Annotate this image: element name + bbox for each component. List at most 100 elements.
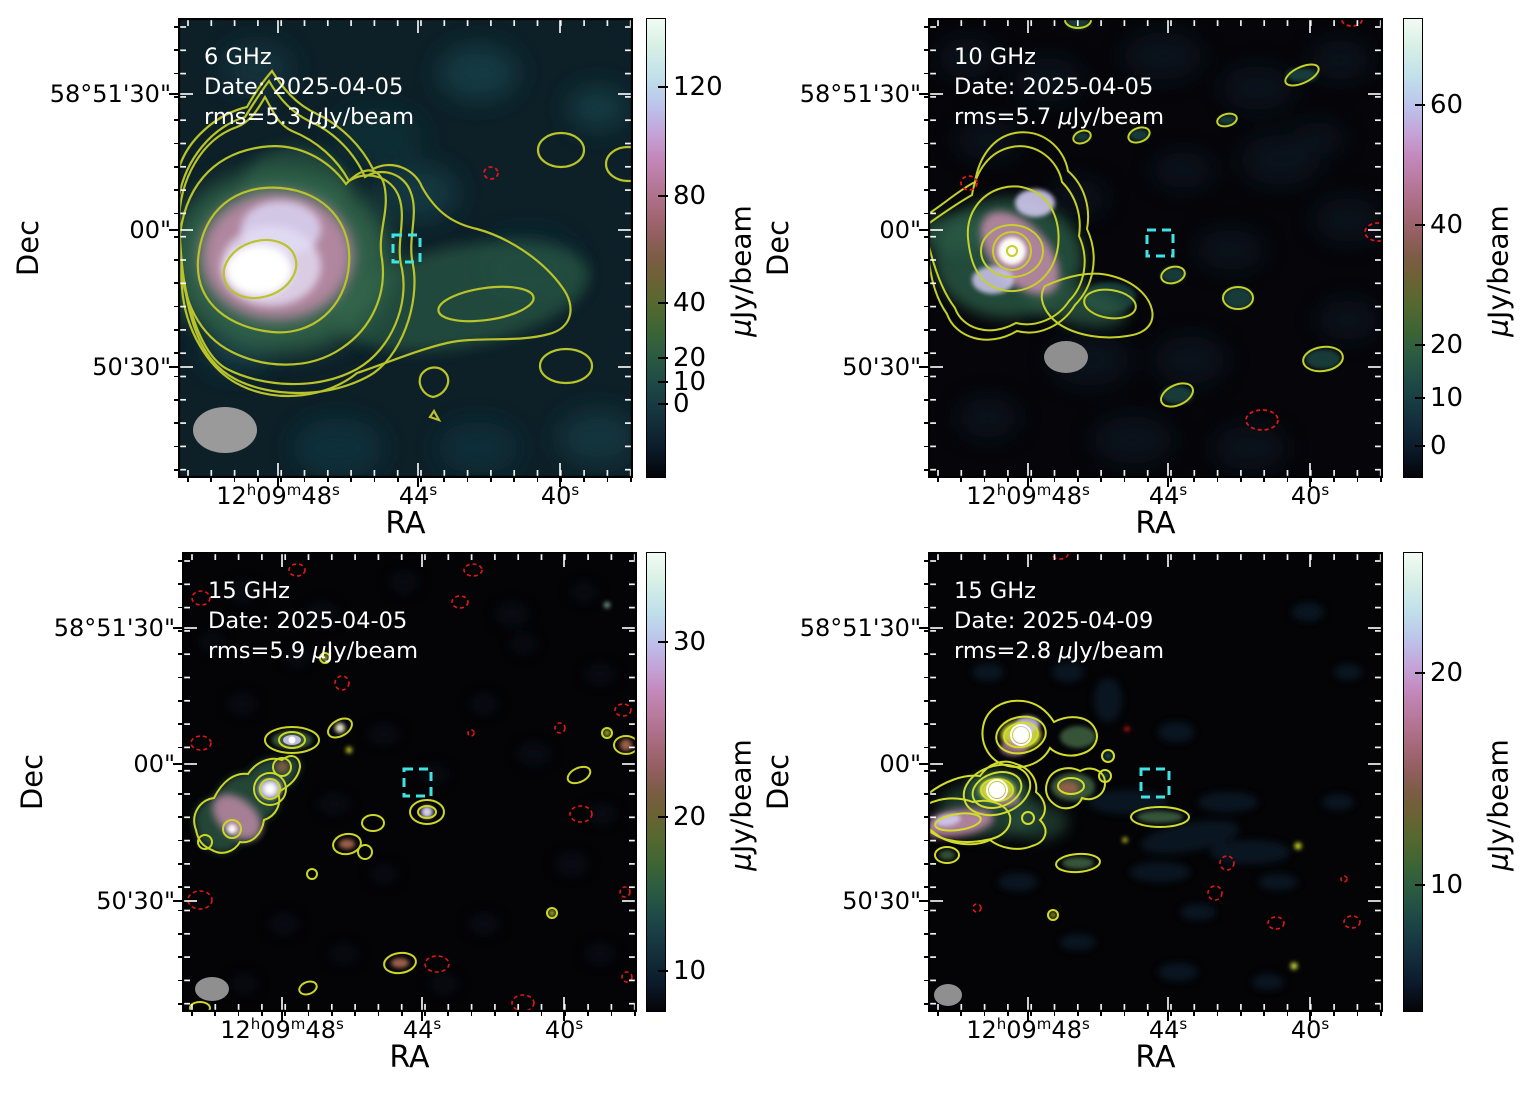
dec-tick-label: 00" (879, 750, 921, 778)
date-label: Date: 2025-04-05 (208, 608, 408, 634)
colorbar-gradient (646, 18, 666, 478)
outer-y-ticks (166, 18, 178, 478)
colorbar-tick-label: 20 (673, 801, 707, 832)
radio-map-15ghz-0405 (182, 552, 637, 1012)
colorbar-tick-label: 20 (673, 342, 707, 373)
dec-axis-label: Dec (11, 219, 45, 277)
freq-label: 15 GHz (954, 578, 1036, 604)
panel-annotation: 10 GHz Date: 2025-04-05 rms=5.7 μJy/beam (954, 42, 1164, 132)
outer-y-ticks (170, 552, 182, 1012)
rms-label: rms=5.9 μJy/beam (208, 638, 418, 664)
colorbar-tick-label: 20 (1430, 329, 1464, 360)
panel-15ghz-0405: 15 GHz Date: 2025-04-05 rms=5.9 μJy/beam… (15, 552, 637, 1075)
dec-tick-label: 50'30" (92, 353, 171, 381)
target-marker (1145, 228, 1175, 258)
dec-tick-labels: 58°51'30" 00" 50'30" (751, 552, 921, 1012)
positive-contours (189, 652, 637, 1012)
target-marker (1139, 767, 1171, 799)
beam-ellipse (1044, 341, 1088, 373)
colorbar-tick-label: 10 (1430, 870, 1464, 901)
axis-ticks (180, 20, 632, 476)
ra-axis-label: RA (1135, 1040, 1176, 1075)
ra-tick-label: 44s (1148, 1015, 1188, 1044)
axis-ticks (184, 554, 636, 1010)
colorbar-tick (1415, 224, 1425, 226)
date-label: Date: 2025-04-05 (204, 74, 404, 100)
outer-x-ticks (928, 478, 1383, 490)
dec-tick-labels: 58°51'30" 00" 50'30" (5, 552, 175, 1012)
positive-contours (928, 699, 1190, 921)
ra-tick-label: 12h09m48s (966, 481, 1090, 510)
colorbar-gradient (646, 552, 666, 1012)
colorbar-gradient (1403, 552, 1423, 1012)
rms-label: rms=2.8 μJy/beam (954, 638, 1164, 664)
ra-tick-labels: 12h09m48s 44s 40s (178, 481, 633, 521)
colorbar-tick-label: 120 (673, 72, 723, 102)
colorbar-tick (658, 356, 668, 359)
ra-axis-label: RA (389, 1040, 430, 1075)
negative-contours (187, 563, 633, 1012)
ra-tick-label: 44s (402, 1015, 442, 1044)
dec-tick-labels: 58°51'30" 00" 50'30" (751, 18, 921, 478)
ra-tick-label: 12h09m48s (216, 481, 340, 510)
outer-x-ticks (182, 1012, 637, 1024)
dec-tick-label: 58°51'30" (49, 80, 171, 108)
outer-y-ticks (916, 552, 928, 1012)
negative-contour (483, 166, 499, 180)
outer-x-ticks (178, 478, 633, 490)
outer-x-ticks (928, 1012, 1383, 1024)
panel-annotation: 6 GHz Date: 2025-04-05 rms=5.3 μJy/beam (204, 42, 414, 132)
background-mottle (938, 32, 1382, 470)
ra-tick-labels: 12h09m48s 44s 40s (928, 481, 1383, 521)
axis-ticks (930, 554, 1382, 1010)
ra-tick-label: 40s (540, 481, 580, 510)
source-emission (178, 146, 590, 353)
dec-tick-label: 50'30" (96, 887, 175, 915)
dec-tick-label: 50'30" (842, 353, 921, 381)
negative-contours (972, 552, 1361, 930)
ra-tick-labels: 12h09m48s 44s 40s (928, 1015, 1383, 1055)
colorbar-tick-label: 60 (1430, 90, 1464, 121)
dec-tick-label: 00" (129, 216, 171, 244)
beam-ellipse (934, 984, 962, 1006)
colorbar-tick (658, 380, 668, 383)
ra-tick-label: 40s (1290, 481, 1330, 510)
colorbar-tick (1415, 343, 1425, 346)
dec-tick-label: 58°51'30" (799, 614, 921, 642)
colorbar-tick (1415, 672, 1425, 675)
outer-y-ticks (916, 18, 928, 478)
colorbar-unit-label: μJy/beam (1481, 205, 1515, 337)
colorbar-15ghz-0409: 20 10 μJy/beam (1403, 552, 1520, 1012)
dec-tick-label: 58°51'30" (799, 80, 921, 108)
colorbar-tick-label: 20 (1430, 658, 1464, 689)
colorbar-10ghz: 60 40 20 10 0 μJy/beam (1403, 18, 1520, 478)
panel-15ghz-0409: 15 GHz Date: 2025-04-09 rms=2.8 μJy/beam… (761, 552, 1383, 1075)
panel-6ghz: 6 GHz Date: 2025-04-05 rms=5.3 μJy/beam … (11, 18, 633, 541)
dec-tick-label: 50'30" (842, 887, 921, 915)
radio-map-10ghz (928, 18, 1383, 478)
colorbar-tick-label: 80 (673, 181, 707, 212)
colorbar-tick (658, 969, 668, 972)
date-label: Date: 2025-04-05 (954, 74, 1154, 100)
colorbar-tick (658, 86, 668, 88)
colorbar-tick-label: 10 (1430, 382, 1464, 413)
colorbar-tick-label: 40 (673, 288, 707, 319)
colorbar-tick (1415, 396, 1425, 399)
colorbar-tick (1415, 444, 1425, 447)
colorbar-6ghz: 120 80 40 20 10 0 μJy/beam (646, 18, 781, 478)
dec-axis-label: Dec (761, 753, 795, 811)
date-label: Date: 2025-04-09 (954, 608, 1154, 634)
axis-ticks (930, 20, 1382, 476)
colorbar-unit-label: μJy/beam (1481, 739, 1515, 871)
colorbar-tick-label: 30 (673, 627, 707, 658)
freq-label: 10 GHz (954, 44, 1036, 70)
colorbar-tick-label: 0 (673, 388, 690, 419)
rms-label: rms=5.3 μJy/beam (204, 104, 414, 130)
ra-tick-label: 44s (1148, 481, 1188, 510)
positive-contours (178, 69, 633, 422)
dec-axis-label: Dec (15, 753, 49, 811)
dec-tick-labels: 58°51'30" 00" 50'30" (1, 18, 171, 478)
target-marker (391, 233, 422, 264)
ra-tick-label: 12h09m48s (220, 1015, 344, 1044)
